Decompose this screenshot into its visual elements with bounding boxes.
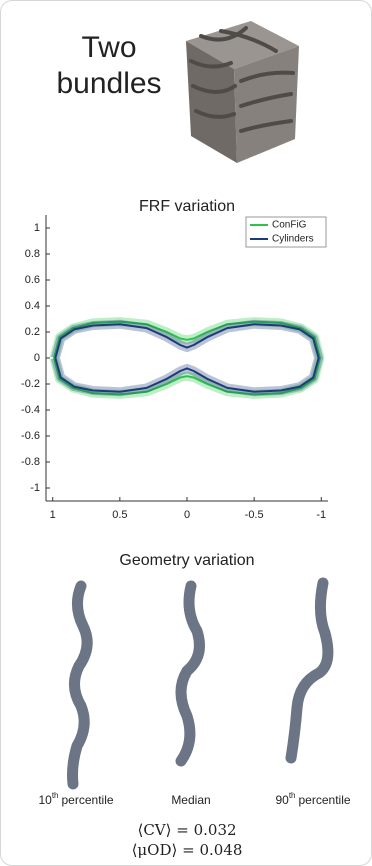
y-tick-label: 0.6 <box>25 274 40 286</box>
y-tick-label: -0.6 <box>21 430 40 442</box>
label-part: th <box>289 791 296 800</box>
figure: Twobundles FRF variation Geometry variat… <box>1 1 371 865</box>
series-line <box>55 324 318 392</box>
legend-label: ConFiG <box>272 220 307 231</box>
label-part: percentile <box>62 793 114 807</box>
x-tick-label: -0.5 <box>245 509 264 521</box>
series-band <box>55 324 318 392</box>
x-tick-label: 0.5 <box>112 509 127 521</box>
stat-text: ⟨μOD⟩ = 0.048 <box>132 841 243 859</box>
figure-panel: Twobundles FRF variation Geometry variat… <box>0 0 372 866</box>
chart-title: FRF variation <box>139 198 235 215</box>
fiber-images <box>73 583 328 784</box>
percentile-label: Median <box>171 793 210 807</box>
label-part: 90 <box>275 793 289 807</box>
x-tick-label: -1 <box>316 509 326 521</box>
fiber-cube-image <box>186 21 299 163</box>
label-part: th <box>52 791 59 800</box>
y-tick-label: 0 <box>34 352 40 364</box>
y-tick-label: 0.8 <box>25 248 40 260</box>
stat-text: ⟨CV⟩ = 0.032 <box>137 821 236 839</box>
y-tick-label: -0.4 <box>21 404 40 416</box>
legend-label: Cylinders <box>272 234 314 245</box>
series-band <box>54 322 320 395</box>
label-part: Median <box>171 793 210 807</box>
x-tick-label: 0 <box>184 509 190 521</box>
y-tick-label: -0.2 <box>21 378 40 390</box>
label-part: percentile <box>299 793 351 807</box>
y-tick-label: 0.4 <box>25 300 40 312</box>
y-tick-label: -1 <box>30 482 40 494</box>
section-title: Geometry variation <box>119 552 254 569</box>
series-line <box>54 322 320 395</box>
label-part: 10 <box>38 793 52 807</box>
y-tick-label: -0.8 <box>21 456 40 468</box>
x-tick-label: 1 <box>50 509 56 521</box>
y-tick-label: 0.2 <box>25 326 40 338</box>
y-tick-label: 1 <box>34 222 40 234</box>
